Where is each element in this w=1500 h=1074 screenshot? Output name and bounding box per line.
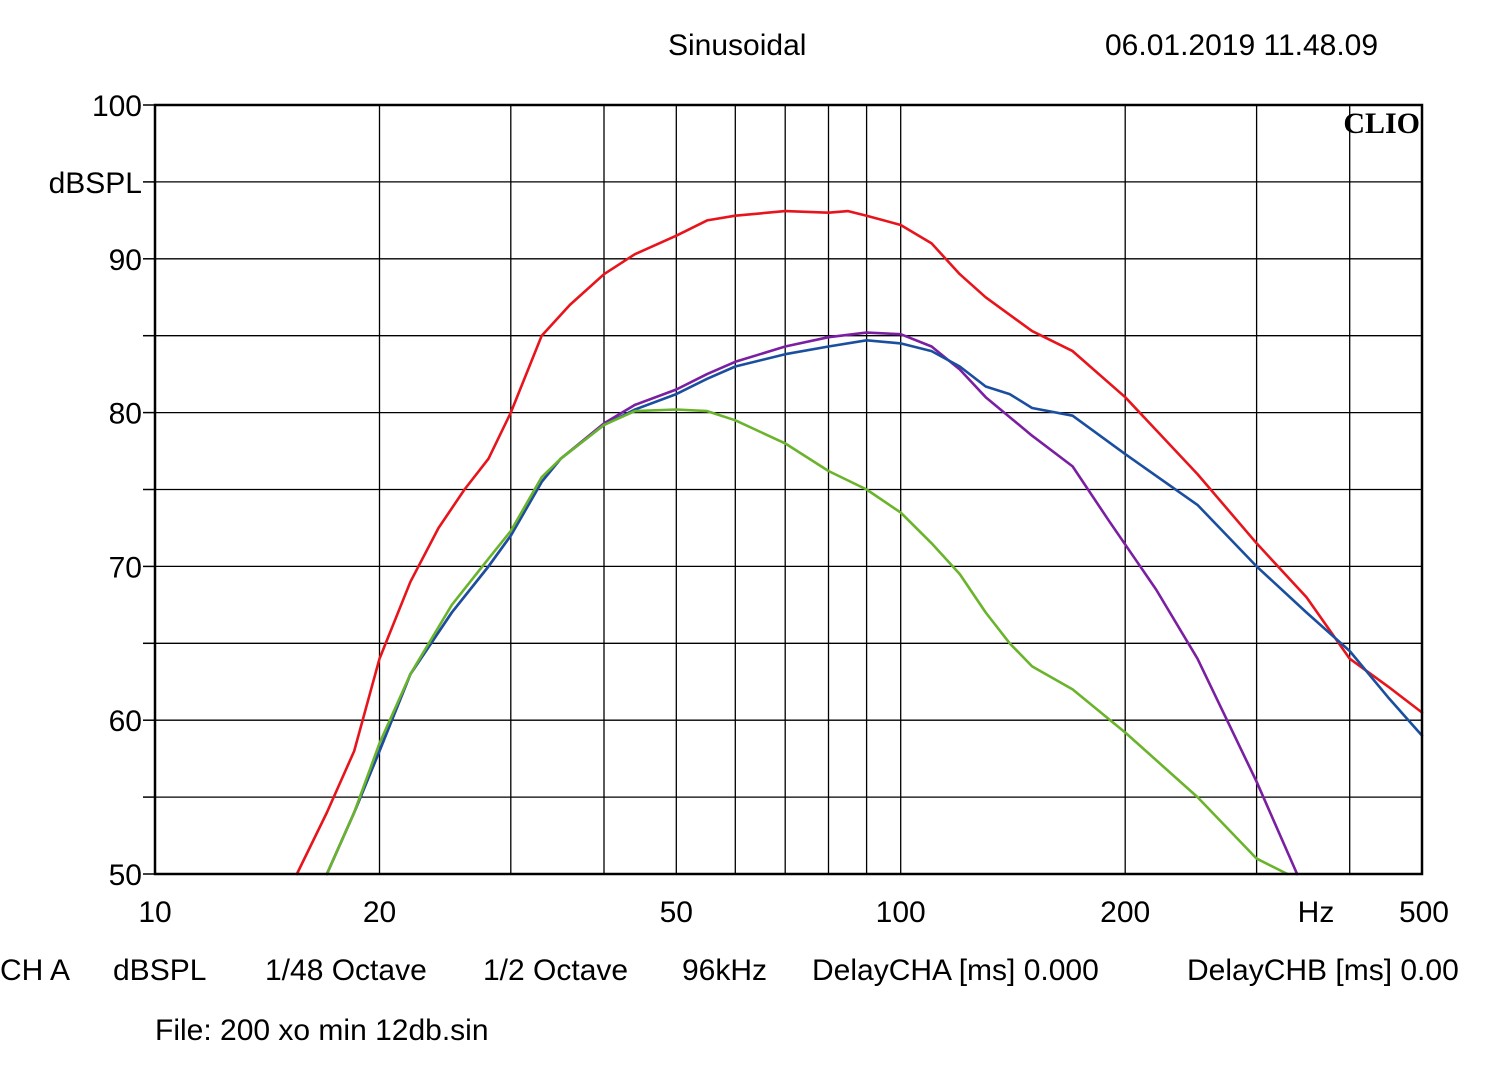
y-tick-label: 70 (109, 551, 142, 584)
plot-frame (143, 103, 1424, 876)
series-line-4 (325, 408, 1289, 876)
footer-delay-cha: DelayCHA [ms] 0.000 (812, 954, 1099, 987)
footer-channel: CH A (0, 954, 71, 987)
footer-unit: dBSPL (113, 954, 207, 987)
timestamp: 06.01.2019 11.48.09 (1105, 29, 1379, 62)
y-tick-label: 60 (109, 705, 142, 738)
x-tick-label: 20 (363, 896, 396, 929)
footer-sample-rate: 96kHz (682, 954, 768, 987)
series-line-3 (325, 339, 1424, 876)
x-tick-label: 500 (1399, 896, 1449, 929)
x-tick-label: 50 (660, 896, 693, 929)
x-tick-label: 200 (1100, 896, 1150, 929)
series-lines (295, 209, 1424, 876)
footer-resolution: 1/2 Octave (483, 954, 629, 987)
y-axis-label: dBSPL (49, 167, 142, 200)
y-tick-label: 80 (109, 398, 142, 431)
y-tick-label: 100 (92, 90, 142, 123)
tick-labels: 50 60 70 80 90 100 10 20 50 100 200 500 Hz dBSPL (49, 90, 1449, 929)
grid (155, 105, 1422, 874)
clio-brand-logo: CLIO (1343, 107, 1420, 140)
footer-delay-chb: DelayCHB [ms] 0.00 (1187, 954, 1459, 987)
footer-smoothing: 1/48 Octave (265, 954, 427, 987)
x-tick-label: 100 (876, 896, 926, 929)
x-axis-label: Hz (1298, 896, 1335, 929)
series-line-1 (295, 209, 1424, 876)
y-tick-label: 90 (109, 244, 142, 277)
series-line-2 (325, 331, 1299, 876)
y-tick-label: 50 (109, 859, 142, 892)
x-tick-label: 10 (138, 896, 171, 929)
footer-file: File: 200 xo min 12db.sin (155, 1014, 489, 1047)
chart-title: Sinusoidal (668, 29, 807, 62)
